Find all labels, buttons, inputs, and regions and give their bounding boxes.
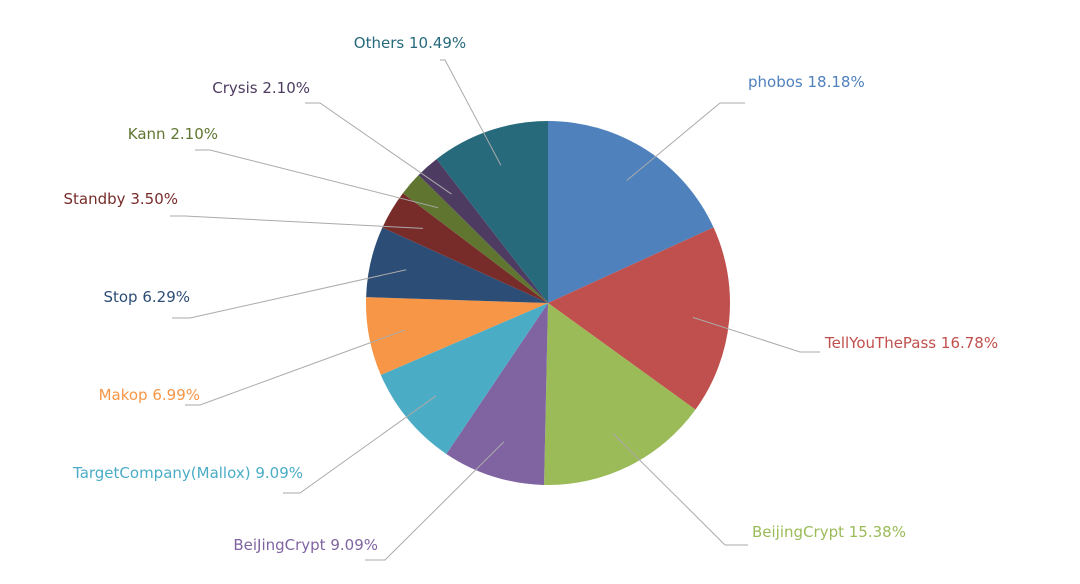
leader-line xyxy=(185,329,406,406)
leader-line xyxy=(612,433,748,546)
slice-value: 16.78% xyxy=(941,334,998,352)
slice-value: 15.38% xyxy=(849,523,906,541)
slice-name: Standby xyxy=(64,190,126,208)
slice-name: TargetCompany(Mallox) xyxy=(72,464,251,482)
slice-value: 6.99% xyxy=(152,386,200,404)
slice-label: Stop 6.29% xyxy=(103,288,190,306)
slice-label: Crysis 2.10% xyxy=(212,79,310,97)
pie-slice xyxy=(366,227,548,303)
leader-line xyxy=(172,269,407,319)
pie-slice xyxy=(380,303,548,454)
pie-slice xyxy=(548,121,714,303)
slice-value: 3.50% xyxy=(130,190,178,208)
pie-slice xyxy=(544,303,696,485)
pie-slice xyxy=(446,303,548,485)
leader-line xyxy=(170,215,423,229)
pie-slice xyxy=(382,193,548,303)
slice-label: TellYouThePass 16.78% xyxy=(824,334,998,352)
slice-name: Stop xyxy=(103,288,137,306)
slice-value: 9.09% xyxy=(330,536,378,554)
pie-slice xyxy=(418,159,548,303)
leader-line xyxy=(305,102,452,195)
slice-label: Kann 2.10% xyxy=(128,125,218,143)
slice-name: phobos xyxy=(748,73,803,91)
slice-name: Kann xyxy=(128,125,166,143)
leader-line xyxy=(626,102,745,181)
slice-value: 9.09% xyxy=(255,464,303,482)
slice-value: 18.18% xyxy=(808,73,865,91)
leader-line xyxy=(365,441,505,561)
slice-name: BeijingCrypt xyxy=(752,523,844,541)
slice-label: Standby 3.50% xyxy=(64,190,178,208)
pie-slice xyxy=(436,121,548,303)
leader-line xyxy=(692,316,820,353)
leader-line xyxy=(440,59,502,166)
slice-label: TargetCompany(Mallox) 9.09% xyxy=(72,464,303,482)
slice-name: Others xyxy=(354,34,405,52)
leader-line xyxy=(283,395,437,494)
slice-value: 10.49% xyxy=(409,34,466,52)
slice-name: Crysis xyxy=(212,79,258,97)
pie-slice xyxy=(548,227,731,410)
slice-label: BeijingCrypt 15.38% xyxy=(752,523,906,541)
slice-value: 2.10% xyxy=(262,79,310,97)
slice-name: TellYouThePass xyxy=(824,334,936,352)
slice-value: 2.10% xyxy=(170,125,218,143)
leader-line xyxy=(195,149,439,209)
pie-slice xyxy=(366,297,548,375)
slice-label: Makop 6.99% xyxy=(99,386,200,404)
slice-label: phobos 18.18% xyxy=(748,73,865,91)
slice-name: Makop xyxy=(99,386,148,404)
slice-label: Others 10.49% xyxy=(354,34,466,52)
slice-value: 6.29% xyxy=(142,288,190,306)
slice-name: BeiJingCrypt xyxy=(233,536,325,554)
slice-label: BeiJingCrypt 9.09% xyxy=(233,536,378,554)
pie-slice xyxy=(402,175,548,303)
